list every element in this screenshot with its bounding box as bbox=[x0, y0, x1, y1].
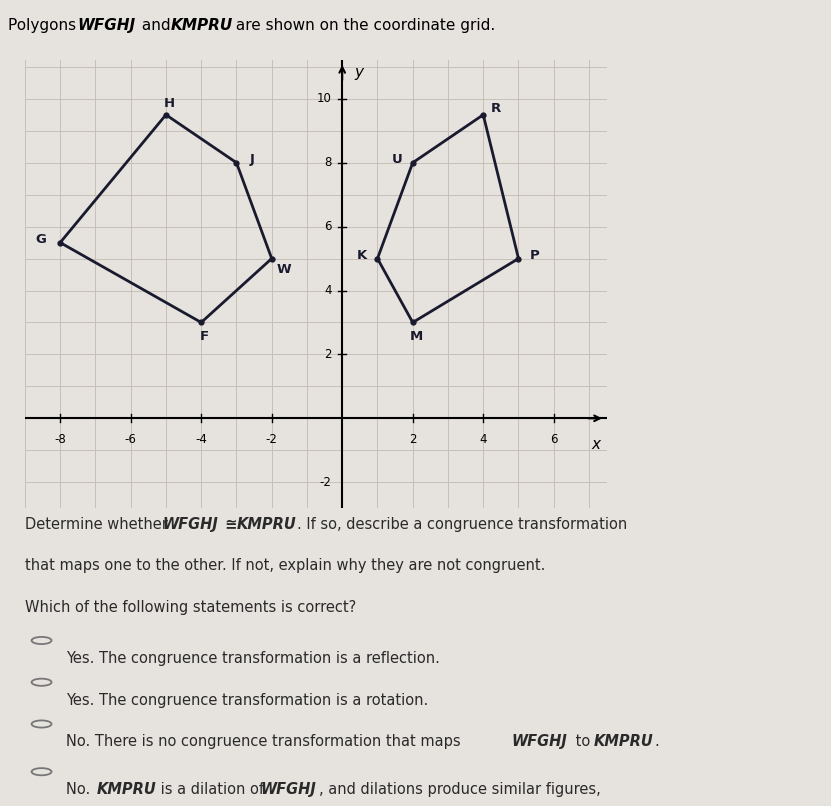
Text: Polygons: Polygons bbox=[8, 18, 81, 33]
Text: WFGHJ: WFGHJ bbox=[260, 782, 316, 797]
Text: WFGHJ: WFGHJ bbox=[77, 18, 135, 33]
Text: y: y bbox=[355, 65, 363, 81]
Text: Determine whether: Determine whether bbox=[25, 517, 172, 532]
Text: G: G bbox=[36, 233, 47, 246]
Text: KMPRU: KMPRU bbox=[170, 18, 233, 33]
Text: WFGHJ: WFGHJ bbox=[162, 517, 218, 532]
Text: x: x bbox=[592, 438, 601, 452]
Text: W: W bbox=[277, 264, 292, 276]
Text: J: J bbox=[250, 153, 255, 166]
Text: 6: 6 bbox=[324, 220, 332, 233]
Text: , and dilations produce similar figures,: , and dilations produce similar figures, bbox=[319, 782, 601, 797]
Text: WFGHJ: WFGHJ bbox=[511, 734, 567, 750]
Text: 2: 2 bbox=[324, 348, 332, 361]
Text: No.: No. bbox=[66, 782, 96, 797]
Text: 2: 2 bbox=[409, 433, 416, 446]
Text: Which of the following statements is correct?: Which of the following statements is cor… bbox=[25, 600, 356, 615]
Text: 10: 10 bbox=[317, 93, 332, 106]
Text: H: H bbox=[164, 97, 175, 110]
Text: -2: -2 bbox=[266, 433, 278, 446]
Text: M: M bbox=[410, 330, 423, 343]
Text: 8: 8 bbox=[324, 156, 332, 169]
Text: K: K bbox=[356, 249, 366, 262]
Text: -8: -8 bbox=[54, 433, 66, 446]
Text: F: F bbox=[200, 330, 209, 343]
Text: R: R bbox=[490, 102, 501, 115]
Text: is a dilation of: is a dilation of bbox=[156, 782, 269, 797]
Text: Yes. The congruence transformation is a reflection.: Yes. The congruence transformation is a … bbox=[66, 651, 440, 666]
Text: . If so, describe a congruence transformation: . If so, describe a congruence transform… bbox=[297, 517, 627, 532]
Text: that maps one to the other. If not, explain why they are not congruent.: that maps one to the other. If not, expl… bbox=[25, 559, 545, 574]
Text: Yes. The congruence transformation is a rotation.: Yes. The congruence transformation is a … bbox=[66, 692, 429, 708]
Text: to: to bbox=[571, 734, 595, 750]
Text: No. There is no congruence transformation that maps: No. There is no congruence transformatio… bbox=[66, 734, 465, 750]
Text: KMPRU: KMPRU bbox=[237, 517, 297, 532]
Text: .: . bbox=[654, 734, 659, 750]
Text: 6: 6 bbox=[550, 433, 558, 446]
Text: -2: -2 bbox=[320, 476, 332, 488]
Text: -4: -4 bbox=[195, 433, 207, 446]
Text: and: and bbox=[137, 18, 175, 33]
Text: KMPRU: KMPRU bbox=[594, 734, 654, 750]
Text: 4: 4 bbox=[479, 433, 487, 446]
Text: P: P bbox=[529, 249, 539, 262]
Text: 4: 4 bbox=[324, 284, 332, 297]
Text: KMPRU: KMPRU bbox=[96, 782, 156, 797]
Text: ≅: ≅ bbox=[220, 517, 243, 532]
Text: are shown on the coordinate grid.: are shown on the coordinate grid. bbox=[231, 18, 495, 33]
Text: -6: -6 bbox=[125, 433, 136, 446]
Text: U: U bbox=[391, 153, 402, 166]
